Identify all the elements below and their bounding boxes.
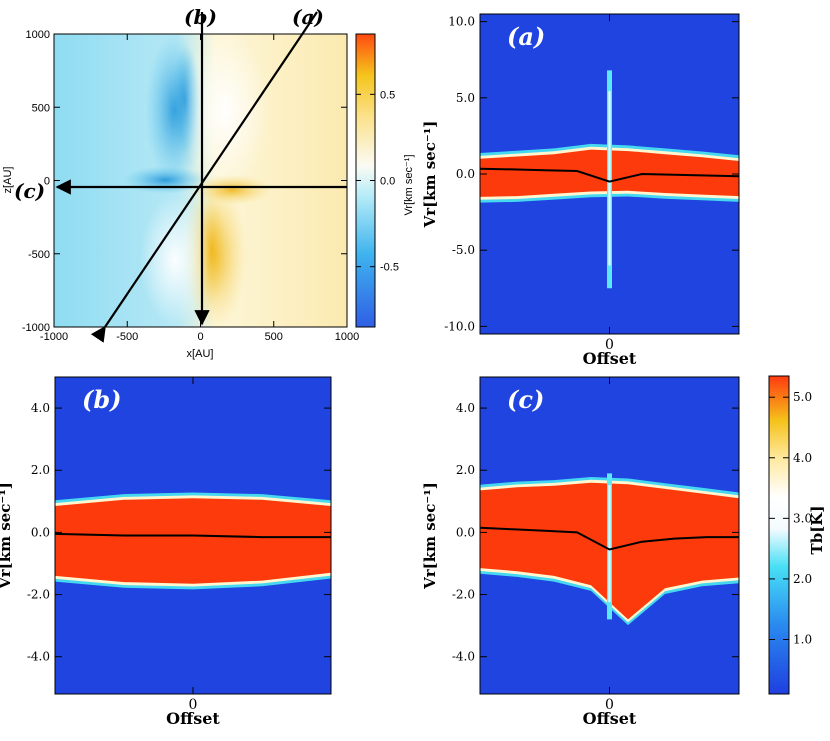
map-ytick-label: -1000 [22,322,50,334]
tb-colorbar-group: 5.0 4.0 3.0 2.0 1.0 Tb[K] [768,375,826,695]
map-xtick-label: -500 [116,331,138,343]
cut-line-a-ext [300,11,318,37]
pv-ytick-label: -10.0 [444,319,475,333]
map-xtick-label: 0 [197,331,203,343]
pv-ylabel: Vr[km sec⁻¹] [421,121,439,229]
pv-centroid-curve [54,532,331,539]
map-ylabel: z[AU] [2,167,14,194]
pv-centroid-curve [479,526,739,551]
pv-ytick-label: 10.0 [448,15,475,29]
tb-colorbar-ticks: 5.0 4.0 3.0 2.0 1.0 [769,390,812,646]
pv-panel-label: (b) [82,385,122,414]
tb-colorbar [768,375,790,695]
map-xtick-label: 1000 [335,331,359,343]
cut-label-c: (c) [14,179,45,203]
pv-panel-label: (c) [507,385,544,414]
pv-ytick-label: -2.0 [27,588,50,602]
tb-colorbar-label: Tb[K] [808,506,826,555]
pv-centroid-curve [479,167,740,183]
pv-ytick-label: 0.0 [456,525,475,539]
pv-ytick-label: -5.0 [452,243,475,257]
tbbar-tick-label: 1.0 [793,632,812,646]
pv-panel-label: (a) [507,22,545,51]
pv-emission-core [55,498,331,584]
cut-label-b: (b) [184,5,217,29]
tbbar-tick-label: 5.0 [793,390,812,404]
white-lobe-lower [140,195,210,325]
map-xtick-label: -1000 [40,331,68,343]
velbar-tick-label: 0.5 [380,89,395,101]
pv-ytick-label: -4.0 [452,650,475,664]
pv-xlabel: Offset [583,709,637,728]
velbar-tick-label: 0.0 [380,176,395,188]
pv-ylabel: Vr[km sec⁻¹] [421,482,439,590]
cut-label-a: (a) [292,5,324,29]
pv-xlabel: Offset [166,709,220,728]
map-ytick-label: 1000 [26,29,50,41]
pv-ytick-label: -4.0 [27,650,50,664]
pv-ytick-label: 0.0 [456,167,475,181]
white-lobe-upper [180,34,270,192]
pv-xtick-label: 0 [605,697,614,713]
pv-ytick-label: 0.0 [31,525,50,539]
pv-ytick-label: -2.0 [452,588,475,602]
velocity-colorbar-label: Vr[km sec⁻¹] [403,154,415,215]
pv-ytick-label: 5.0 [456,91,475,105]
pv-ylabel: Vr[km sec⁻¹] [0,482,14,590]
map-ytick-label: -500 [28,249,50,261]
pv-ytick-label: 2.0 [31,463,50,477]
velocity-colorbar-ticks: 0.5 0.0 -0.5 [356,89,399,274]
velbar-tick-label: -0.5 [380,262,399,274]
blue-disk-left [123,166,207,194]
map-ytick-label: 0 [44,176,50,188]
yellow-disk-right [192,175,272,205]
tbbar-tick-label: 3.0 [793,511,812,525]
map-ticks: -1000 -500 0 500 1000 1000 500 0 -500 -1000 [22,29,359,343]
pv-ytick-label: 2.0 [456,463,475,477]
map-ytick-label: 500 [32,102,50,114]
pv-ytick-label: 4.0 [456,401,475,415]
tbbar-tick-label: 2.0 [793,572,812,586]
tbbar-tick-label: 4.0 [793,451,812,465]
map-xlabel: x[AU] [187,348,214,360]
pv-xlabel: Offset [583,349,637,368]
pv-xtick-label: 0 [189,697,198,713]
pv-xtick-label: 0 [605,337,614,353]
map-structure [123,34,272,327]
map-xtick-label: 500 [265,331,283,343]
pv-ytick-label: 4.0 [31,401,50,415]
velocity-map-panel: -1000 -500 0 500 1000 1000 500 0 -500 -1000 (b) (… [2,5,415,360]
